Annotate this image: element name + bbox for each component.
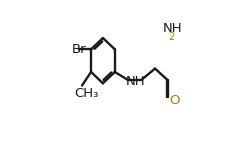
Text: 2: 2 [168, 32, 174, 42]
Text: NH: NH [163, 22, 183, 35]
Text: Br: Br [72, 43, 86, 56]
Text: O: O [169, 94, 180, 107]
Text: NH: NH [126, 75, 146, 87]
Text: CH₃: CH₃ [75, 87, 99, 100]
